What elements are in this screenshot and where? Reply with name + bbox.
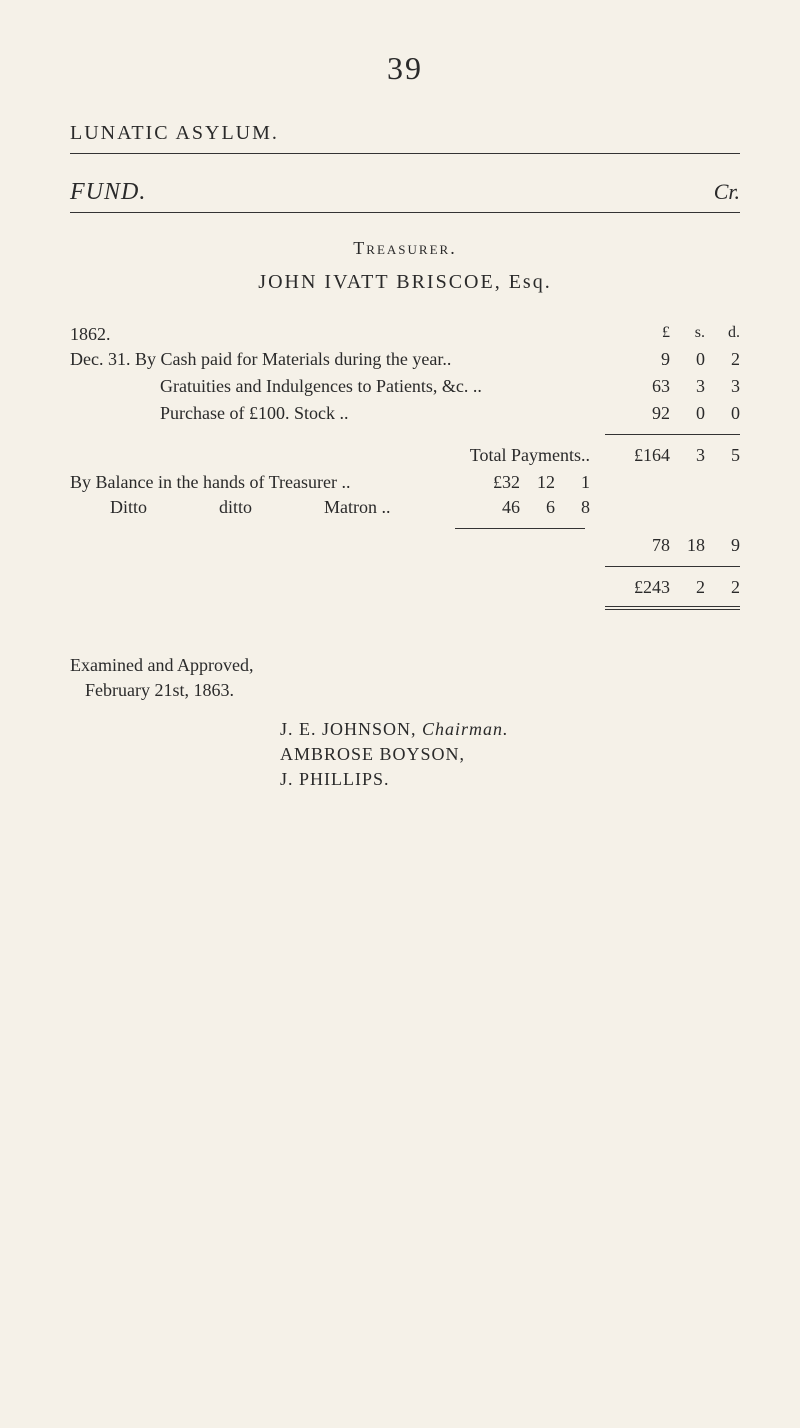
- amount-shillings: 3: [670, 376, 705, 397]
- amount-pounds: 78: [610, 535, 670, 556]
- amount-block: £243 2 2: [610, 577, 740, 598]
- balance-row: Ditto ditto Matron .. 46 6 8: [70, 497, 740, 518]
- indent: [70, 376, 160, 396]
- total-payments-label: Total Payments..: [70, 445, 610, 466]
- header-pounds: £: [610, 324, 670, 349]
- signature-line: J. E. JOHNSON, Chairman.: [280, 719, 740, 740]
- sub-amount-block: 46 6 8: [460, 497, 590, 518]
- signature-name: J. E. JOHNSON,: [280, 719, 422, 739]
- subtotal-rule: [605, 434, 740, 435]
- inner-rule: [455, 528, 585, 529]
- treasurer-heading: Treasurer.: [70, 238, 740, 259]
- inner-rule-wrap: [70, 522, 740, 535]
- amount-pounds: 9: [610, 349, 670, 370]
- amount-shillings: 0: [670, 403, 705, 424]
- amount-block: £164 3 5: [610, 445, 740, 466]
- spacer: [610, 497, 740, 518]
- amount-pence: 9: [705, 535, 740, 556]
- amount-pence: 0: [705, 403, 740, 424]
- examined-line2: February 21st, 1863.: [70, 680, 740, 701]
- fund-label: FUND.: [70, 179, 146, 206]
- examined-block: Examined and Approved, February 21st, 18…: [70, 655, 740, 701]
- fund-row: FUND. Cr.: [70, 179, 740, 206]
- entry-label: Dec. 31. By Cash paid for Materials duri…: [70, 349, 610, 370]
- signatures-block: J. E. JOHNSON, Chairman. AMBROSE BOYSON,…: [70, 719, 740, 790]
- balance-subtotal-row: 78 18 9: [70, 535, 740, 556]
- entry-label: Gratuities and Indulgences to Patients, …: [70, 376, 610, 397]
- ledger-row: Gratuities and Indulgences to Patients, …: [70, 376, 740, 397]
- amount-block: 63 3 3: [610, 376, 740, 397]
- amount-block: 92 0 0: [610, 403, 740, 424]
- amount-block: 78 18 9: [610, 535, 740, 556]
- amount-pounds: £243: [610, 577, 670, 598]
- indent: [70, 403, 160, 423]
- entry-label: Purchase of £100. Stock ..: [70, 403, 610, 424]
- amount-pounds: £164: [610, 445, 670, 466]
- section-heading: LUNATIC ASYLUM.: [70, 122, 740, 145]
- amount-pounds: 92: [610, 403, 670, 424]
- amount-pence: 3: [705, 376, 740, 397]
- pre-grand-rule: [605, 566, 740, 567]
- chairman-label: Chairman.: [422, 719, 509, 739]
- amount-pounds: 63: [610, 376, 670, 397]
- ledger-row: Purchase of £100. Stock .. 92 0 0: [70, 403, 740, 424]
- spacer: [610, 472, 740, 493]
- ledger-row: Dec. 31. By Cash paid for Materials duri…: [70, 349, 740, 370]
- balance-label: Ditto ditto Matron ..: [70, 497, 460, 518]
- amount-shillings: 2: [670, 577, 705, 598]
- amount-shillings: 6: [520, 497, 555, 518]
- divider-fund: [70, 212, 740, 213]
- year-header-row: 1862. £ s. d.: [70, 324, 740, 349]
- amount-pence: 1: [555, 472, 590, 493]
- currency-headers: £ s. d.: [610, 324, 740, 349]
- header-pence: d.: [705, 324, 740, 349]
- amount-block: 9 0 2: [610, 349, 740, 370]
- signature-line: AMBROSE BOYSON,: [280, 744, 740, 765]
- balance-label: By Balance in the hands of Treasurer ..: [70, 472, 460, 493]
- grand-total-row: £243 2 2: [70, 577, 740, 598]
- cr-label: Cr.: [714, 179, 740, 205]
- amount-pence: 8: [555, 497, 590, 518]
- header-shillings: s.: [670, 324, 705, 349]
- page-number: 39: [70, 50, 740, 87]
- sub-amount-block: £32 12 1: [460, 472, 590, 493]
- amount-pounds: 46: [460, 497, 520, 518]
- signature-line: J. PHILLIPS.: [280, 769, 740, 790]
- amount-pence: 2: [705, 349, 740, 370]
- amount-pence: 2: [705, 577, 740, 598]
- amount-shillings: 0: [670, 349, 705, 370]
- ledger-table: 1862. £ s. d. Dec. 31. By Cash paid for …: [70, 324, 740, 610]
- examined-line1: Examined and Approved,: [70, 655, 740, 676]
- amount-shillings: 18: [670, 535, 705, 556]
- grand-total-double-rule: [605, 606, 740, 610]
- amount-pence: 5: [705, 445, 740, 466]
- treasurer-name: JOHN IVATT BRISCOE, Esq.: [70, 271, 740, 294]
- balance-row: By Balance in the hands of Treasurer .. …: [70, 472, 740, 493]
- entry-text: Purchase of £100. Stock ..: [160, 403, 348, 423]
- year-label: 1862.: [70, 324, 111, 345]
- amount-pounds: £32: [460, 472, 520, 493]
- total-payments-row: Total Payments.. £164 3 5: [70, 445, 740, 466]
- amount-shillings: 3: [670, 445, 705, 466]
- entry-text: Gratuities and Indulgences to Patients, …: [160, 376, 482, 396]
- amount-shillings: 12: [520, 472, 555, 493]
- divider-top: [70, 153, 740, 154]
